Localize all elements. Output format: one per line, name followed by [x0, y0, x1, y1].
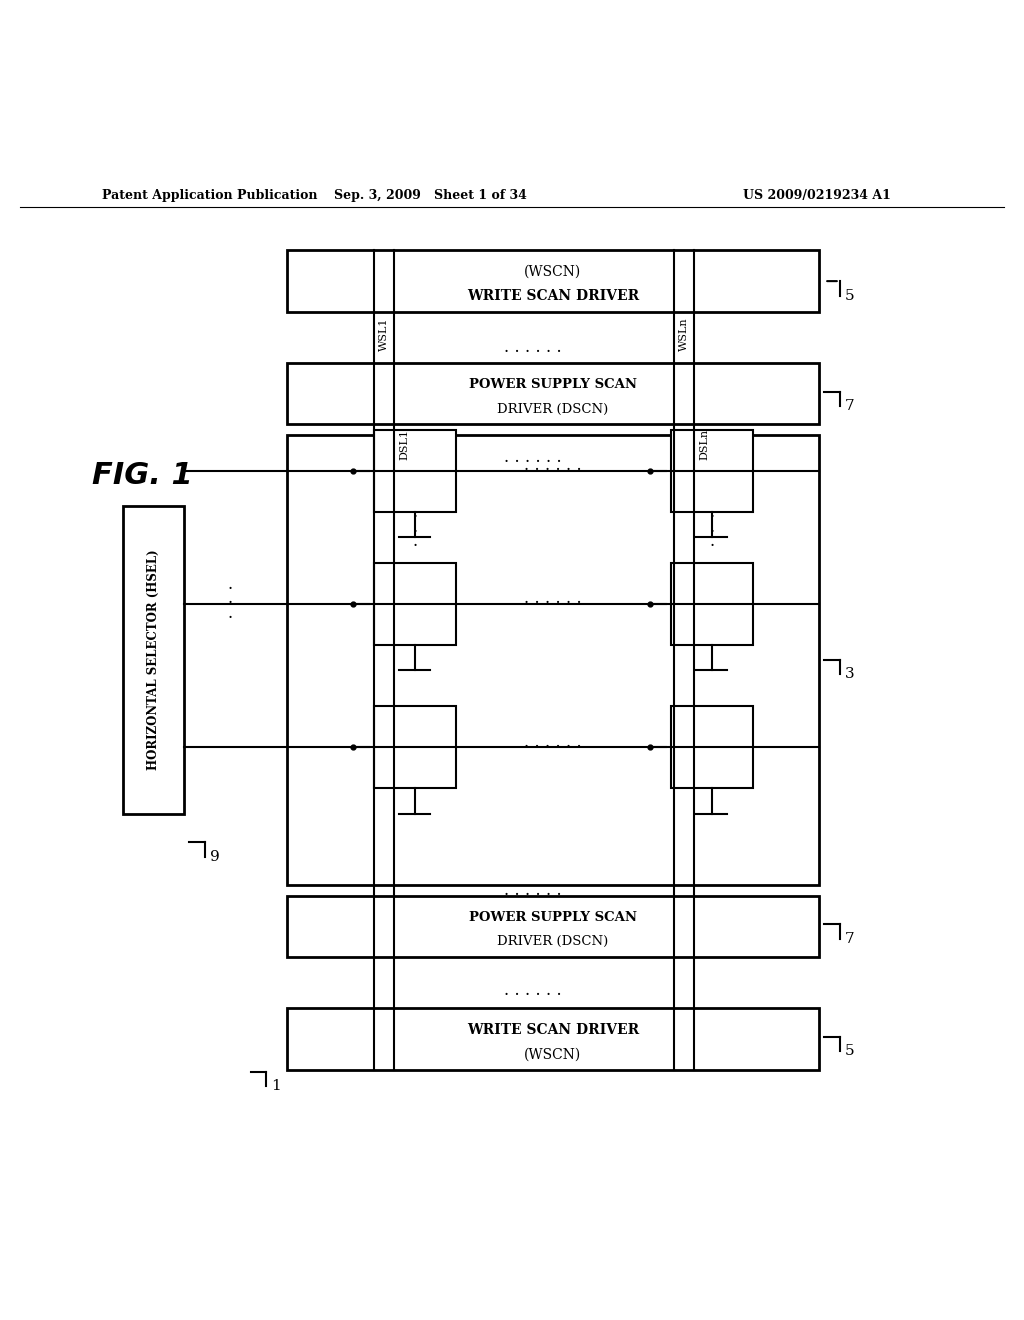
- Text: POWER SUPPLY SCAN: POWER SUPPLY SCAN: [469, 378, 637, 391]
- Bar: [671, 429, 753, 512]
- Text: WSL1: WSL1: [379, 317, 389, 351]
- Text: (WSCN): (WSCN): [524, 265, 582, 279]
- Text: ·
·
·: · · ·: [709, 510, 715, 554]
- Text: 7: 7: [845, 399, 854, 413]
- Text: (WSCN): (WSCN): [524, 1047, 582, 1061]
- Text: POWER SUPPLY SCAN: POWER SUPPLY SCAN: [469, 911, 637, 924]
- Text: 3: 3: [845, 668, 854, 681]
- Text: FIG. 1: FIG. 1: [92, 461, 193, 490]
- Bar: [287, 363, 819, 425]
- Text: DSL1: DSL1: [399, 429, 410, 461]
- Text: ·
·
·: · · ·: [227, 581, 233, 627]
- Text: 1: 1: [271, 1078, 282, 1093]
- Text: · · · · · ·: · · · · · ·: [524, 462, 582, 479]
- Bar: [123, 507, 184, 813]
- Text: US 2009/0219234 A1: US 2009/0219234 A1: [743, 189, 891, 202]
- Bar: [671, 706, 753, 788]
- Text: WRITE SCAN DRIVER: WRITE SCAN DRIVER: [467, 1023, 639, 1036]
- Bar: [287, 251, 819, 312]
- Text: WRITE SCAN DRIVER: WRITE SCAN DRIVER: [467, 289, 639, 304]
- Bar: [287, 895, 819, 957]
- Text: 5: 5: [845, 289, 854, 304]
- Bar: [287, 434, 819, 886]
- Text: · · · · · ·: · · · · · ·: [504, 345, 561, 362]
- Text: DRIVER (DSCN): DRIVER (DSCN): [498, 403, 608, 416]
- Bar: [287, 1008, 819, 1069]
- Text: ·
·
·: · · ·: [412, 510, 418, 554]
- Bar: [671, 562, 753, 644]
- Text: 7: 7: [845, 932, 854, 945]
- Bar: [374, 562, 456, 644]
- Text: · · · · · ·: · · · · · ·: [524, 595, 582, 612]
- Text: 9: 9: [210, 850, 220, 863]
- Bar: [374, 706, 456, 788]
- Text: · · · · · ·: · · · · · ·: [504, 987, 561, 1005]
- Text: 5: 5: [845, 1044, 854, 1059]
- Text: Sep. 3, 2009   Sheet 1 of 34: Sep. 3, 2009 Sheet 1 of 34: [334, 189, 526, 202]
- Text: · · · · · ·: · · · · · ·: [504, 887, 561, 904]
- Text: · · · · · ·: · · · · · ·: [504, 454, 561, 471]
- Text: Patent Application Publication: Patent Application Publication: [102, 189, 317, 202]
- Text: HORIZONTAL SELECTOR (HSEL): HORIZONTAL SELECTOR (HSEL): [147, 549, 160, 771]
- Text: WSLn: WSLn: [679, 317, 689, 351]
- Text: DSLn: DSLn: [699, 429, 710, 461]
- Text: DRIVER (DSCN): DRIVER (DSCN): [498, 935, 608, 948]
- Text: · · · · · ·: · · · · · ·: [524, 739, 582, 755]
- Bar: [374, 429, 456, 512]
